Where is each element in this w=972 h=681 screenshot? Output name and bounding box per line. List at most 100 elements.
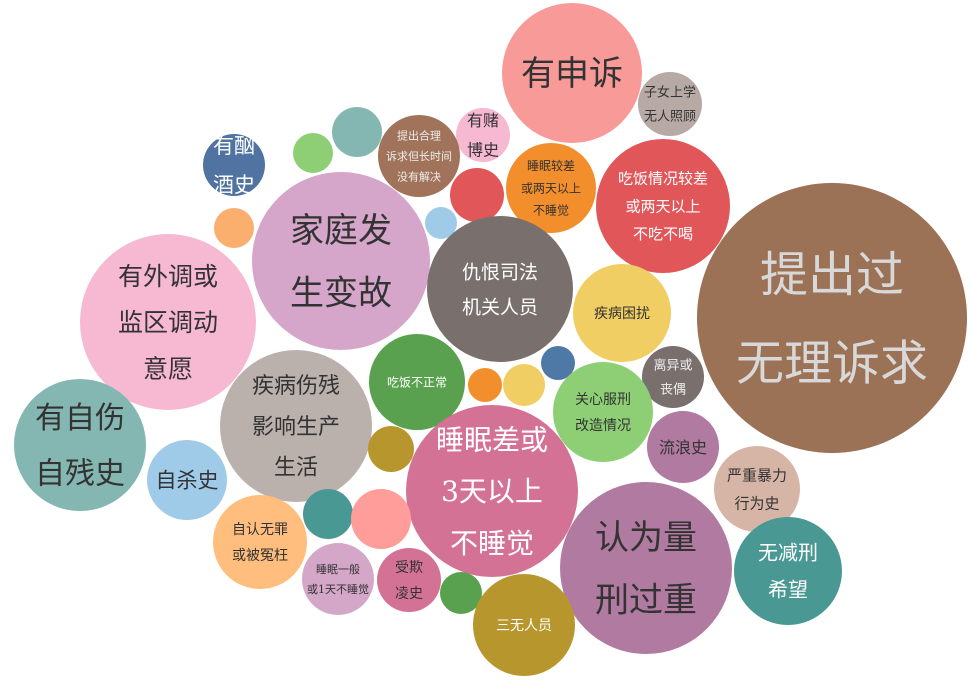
bubble-label: 吃饭情况较差或两天以上不吃不喝 [618,170,708,244]
bubble-label: 睡眠一般或1天不睡觉 [307,563,369,596]
bubble: 有酗酒史 [203,134,265,197]
bubble-label: 流浪史 [659,438,707,457]
bubble-circle [473,574,575,676]
bubble: 自认无罪或被冤枉 [213,495,307,589]
bubble-circle [573,264,671,362]
bubble: 睡眠一般或1天不睡觉 [302,543,374,615]
bubble-circle [596,139,730,273]
bubble [303,489,353,539]
bubble-label: 睡眠较差或两天以上不睡觉 [521,158,581,217]
bubble-circle [642,346,704,408]
bubble: 流浪史 [647,411,719,483]
bubble-label: 有自伤自残史 [35,401,125,492]
bubble: 有外调或监区调动意愿 [80,234,256,410]
bubble-circle [427,216,573,362]
bubble-label: 家庭发生变故 [290,211,392,314]
bubble-label: 严重暴力行为史 [727,467,787,513]
bubble [541,346,575,380]
bubble: 子女上学无人照顾 [638,72,702,136]
bubble-circle [368,426,414,472]
bubble [450,168,504,222]
bubble-label: 提出过无理诉求 [736,247,928,392]
bubble [293,133,333,173]
bubble-circle [506,143,596,233]
bubble-circle [406,405,578,577]
bubble-label: 疾病伤残影响生产生活 [252,374,340,480]
bubble-label: 认为量刑过重 [595,518,697,621]
bubble-circle [553,362,653,462]
bubble-circle [377,548,441,612]
bubble: 仇恨司法机关人员 [427,216,573,362]
bubble: 有申诉 [502,3,642,143]
bubble: 离异或丧偶 [642,346,704,408]
bubble [351,489,411,549]
bubble-circle [378,115,460,197]
bubble-circle [80,234,256,410]
bubble: 家庭发生变故 [252,172,430,350]
bubble-label: 吃饭不正常 [387,375,447,389]
bubble: 吃饭情况较差或两天以上不吃不喝 [596,139,730,273]
bubble [503,364,545,406]
bubble-circle [638,72,702,136]
bubble-label: 受欺凌史 [395,560,423,602]
bubble [440,572,482,614]
bubble-circle [332,107,382,157]
bubble-circle [503,364,545,406]
bubble: 无减刑希望 [734,517,842,625]
bubble-circle [502,3,642,143]
bubble-circle [541,346,575,380]
bubble: 疾病伤残影响生产生活 [220,350,372,502]
bubble-circle [351,489,411,549]
bubble [368,426,414,472]
bubble: 疾病困扰 [573,264,671,362]
bubble: 认为量刑过重 [560,482,732,654]
bubble-circle [647,411,719,483]
bubble-label: 睡眠差或 3天以上不睡觉 [436,423,548,560]
bubble-label: 有申诉 [521,54,623,94]
bubble-circle [293,133,333,173]
bubble: 严重暴力行为史 [714,446,800,532]
bubble-circle [302,543,374,615]
bubble-circle [468,368,502,402]
bubble-circle [560,482,732,654]
bubble-label: 自杀史 [156,469,219,493]
bubble-label: 关心服刑改造情况 [575,392,631,434]
bubble-label: 无减刑希望 [758,541,818,602]
bubble [332,107,382,157]
bubble: 睡眠差或 3天以上不睡觉 [406,405,578,577]
bubble-circle [214,208,254,248]
bubble-circle [220,350,372,502]
bubble: 有自伤自残史 [14,379,146,511]
bubble-circle [425,207,457,239]
bubble: 提出合理诉求但长时间没有解决 [378,115,460,197]
bubble-circle [303,489,353,539]
bubble-circle [369,334,465,430]
bubble-label: 仇恨司法机关人员 [462,261,538,318]
bubble: 提出过无理诉求 [697,183,967,453]
bubble-circle [203,134,265,196]
bubble-circle [252,172,430,350]
bubble [468,368,502,402]
bubble: 睡眠较差或两天以上不睡觉 [506,143,596,233]
bubble: 受欺凌史 [377,548,441,612]
bubble-circle [734,517,842,625]
bubble-label: 三无人员 [496,618,552,634]
bubble-label: 有外调或监区调动意愿 [118,262,218,384]
bubble-label: 自认无罪或被冤枉 [232,522,288,564]
bubble-circle [213,495,307,589]
bubble [425,207,457,239]
bubble-label: 有酗酒史 [213,134,255,197]
bubble-circle [14,379,146,511]
bubble-circle [714,446,800,532]
bubble-label: 提出合理诉求但长时间没有解决 [386,129,452,184]
bubble-circle [456,108,510,162]
bubble: 有赌博史 [456,108,510,162]
bubble-label: 有赌博史 [467,111,499,160]
bubble-circle [440,572,482,614]
bubble: 自杀史 [147,440,227,520]
bubble-label: 离异或丧偶 [653,358,692,398]
bubble: 吃饭不正常 [369,334,465,430]
bubble-circle [697,183,967,453]
bubble: 关心服刑改造情况 [553,362,653,462]
